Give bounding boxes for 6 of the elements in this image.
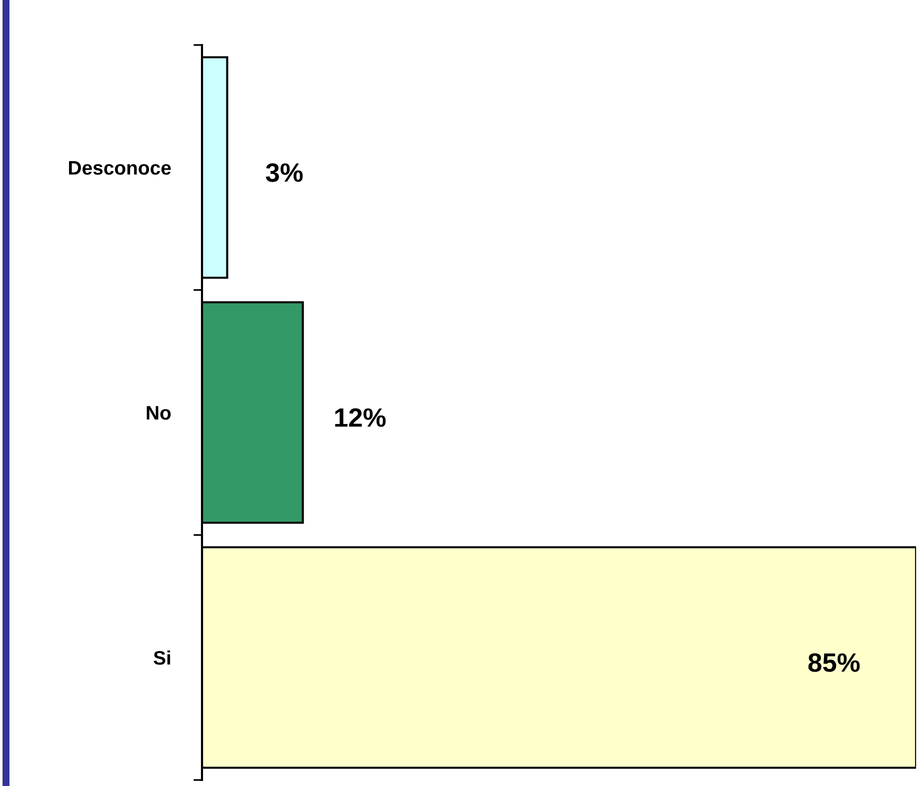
y-tick-label: Si [154, 650, 170, 665]
y-tick-label: Desconoce [69, 161, 171, 175]
data-label: 85% [808, 653, 860, 672]
data-label: 12% [335, 408, 386, 427]
data-label: 3% [266, 163, 303, 182]
y-tick-label: No [146, 406, 171, 420]
